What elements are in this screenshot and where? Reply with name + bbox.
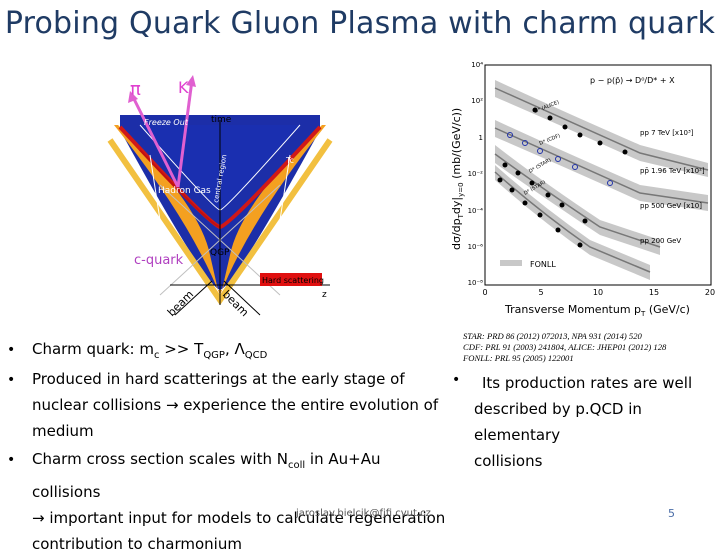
hadron-gas-label: Hadron Gas xyxy=(158,186,211,196)
series-label-2: pp̄ 1.96 TeV [x10²] xyxy=(640,167,705,175)
c-quark-label: c-quark xyxy=(134,253,184,268)
pi-label: π xyxy=(130,79,141,100)
svg-text:10⁴: 10⁴ xyxy=(471,61,483,69)
bullet-marker: • xyxy=(7,452,16,468)
slide-title: Probing Quark Gluon Plasma with charm qu… xyxy=(4,6,716,41)
fonll-band-500gev xyxy=(495,145,660,255)
hard-scattering-label: Hard scattering xyxy=(262,276,324,285)
data-points-cdf xyxy=(507,132,613,186)
svg-text:0: 0 xyxy=(482,288,487,297)
plot-frame xyxy=(484,64,712,286)
fonll-legend: FONLL xyxy=(530,260,556,269)
page-number: 5 xyxy=(668,507,675,520)
tc-label: Tc xyxy=(285,156,294,165)
references: STAR: PRD 86 (2012) 072013, NPA 931 (201… xyxy=(463,331,713,364)
time-label: time xyxy=(211,115,232,125)
svg-text:10⁻⁴: 10⁻⁴ xyxy=(468,207,484,215)
svg-text:1: 1 xyxy=(479,134,483,142)
data-points-alice xyxy=(532,107,628,155)
bullet-3-text: Charm cross section scales with Ncoll in… xyxy=(32,450,446,553)
data-points-star-500 xyxy=(502,162,588,224)
footer-email: jaroslav.bielcik@fjfi.cvut.cz xyxy=(296,508,431,519)
k-label: K xyxy=(178,78,189,97)
reference-line: CDF: PRL 91 (2003) 241804, ALICE: JHEP01… xyxy=(463,342,667,352)
qgp-label: QGP xyxy=(210,248,230,258)
spacetime-diagram: π K Freeze Out time Tc Hadron Gas centra… xyxy=(100,55,400,320)
svg-text:10²: 10² xyxy=(471,97,483,105)
plot-ylabel: dσ/dpTdy|y=0 (mb/(GeV/c)) xyxy=(450,108,465,250)
bullet-marker: • xyxy=(7,342,16,358)
fonll-band-200gev xyxy=(495,165,650,280)
svg-text:15: 15 xyxy=(649,288,659,297)
bullet-marker: • xyxy=(452,372,461,388)
svg-text:5: 5 xyxy=(538,288,543,297)
svg-text:20: 20 xyxy=(705,288,715,297)
reference-line: STAR: PRD 86 (2012) 072013, NPA 931 (201… xyxy=(463,331,642,341)
right-bullet-text: Its production rates are well described … xyxy=(474,374,693,470)
z-label: z xyxy=(322,290,327,300)
data-points-star-200 xyxy=(497,177,583,248)
process-label: p − p(p̄) → D⁰/D* + X xyxy=(590,76,675,85)
svg-text:10⁻²: 10⁻² xyxy=(468,170,484,178)
fonll-band-7tev xyxy=(495,80,708,177)
bullet-1-text: Charm quark: mc >> TQGP, ΛQCD xyxy=(32,340,268,361)
bullet-2-text: Produced in hard scatterings at the earl… xyxy=(32,370,439,440)
hard-scattering-box xyxy=(260,273,322,286)
plot-xlabel: Transverse Momentum pT (GeV/c) xyxy=(504,303,690,318)
reference-line: FONLL: PRL 95 (2005) 122001 xyxy=(463,353,574,363)
series-label-3: pp 500 GeV [x10] xyxy=(640,202,702,210)
svg-text:10⁻⁶: 10⁻⁶ xyxy=(468,243,484,251)
svg-text:10: 10 xyxy=(593,288,603,297)
cross-section-plot: dσ/dpTdy|y=0 (mb/(GeV/c)) p − p(p̄) → D⁰… xyxy=(440,55,720,325)
freeze-out-label: Freeze Out xyxy=(144,118,189,127)
fonll-band-196tev xyxy=(495,120,708,211)
series-label-4: pp 200 GeV xyxy=(640,237,681,245)
bullet-marker: • xyxy=(7,372,16,388)
series-label-1: pp 7 TeV [x10³] xyxy=(640,129,694,137)
svg-text:10⁻⁸: 10⁻⁸ xyxy=(468,279,484,287)
